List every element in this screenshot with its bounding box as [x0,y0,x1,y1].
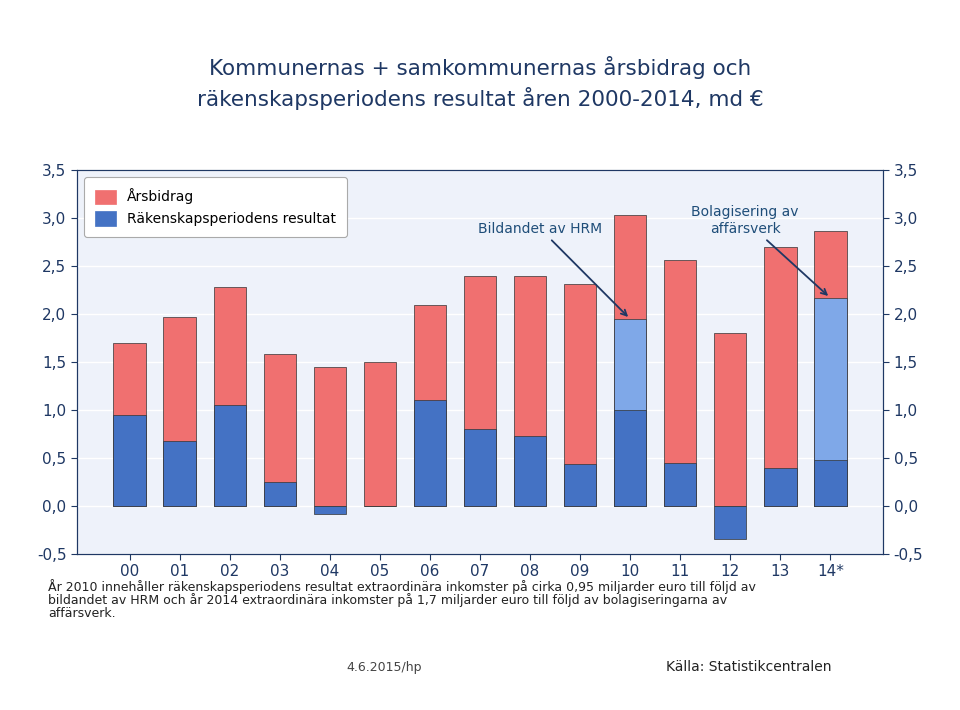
Bar [414,305,446,506]
Bar [814,460,847,506]
Legend: Årsbidrag, Räkenskapsperiodens resultat: Årsbidrag, Räkenskapsperiodens resultat [84,178,347,237]
Bar [314,506,347,513]
Bar [564,283,596,506]
Bar [264,482,296,506]
Bar [814,231,847,506]
Text: Kommunernas + samkommunernas årsbidrag och
räkenskapsperiodens resultat åren 200: Kommunernas + samkommunernas årsbidrag o… [197,57,763,110]
Bar [213,405,246,506]
Text: Bildandet av HRM: Bildandet av HRM [478,222,627,315]
Bar [764,247,797,506]
Bar [514,275,546,506]
Bar [664,463,696,506]
Bar [613,215,646,506]
Text: bildandet av HRM och år 2014 extraordinära inkomster på 1,7 miljarder euro till : bildandet av HRM och år 2014 extraordinä… [48,593,727,607]
Text: Bolagisering av
affärsverk: Bolagisering av affärsverk [691,205,827,295]
Bar [664,260,696,506]
Bar [764,467,797,506]
Bar [414,400,446,506]
Bar [814,298,847,506]
Bar [264,354,296,506]
Text: År 2010 innehåller räkenskapsperiodens resultat extraordinära inkomster på cirka: År 2010 innehåller räkenskapsperiodens r… [48,579,756,594]
Bar [113,343,146,506]
Bar [464,429,496,506]
Bar [514,436,546,506]
Text: Källa: Statistikcentralen: Källa: Statistikcentralen [666,660,831,674]
Bar [714,333,747,506]
Text: 4.6.2015/hp: 4.6.2015/hp [347,661,421,674]
Bar [113,415,146,506]
Text: affärsverk.: affärsverk. [48,607,115,620]
Bar [364,362,396,506]
Bar [564,464,596,506]
Bar [163,441,196,506]
Bar [163,317,196,506]
Bar [613,410,646,506]
Bar [213,288,246,506]
Bar [714,506,747,540]
Bar [314,367,347,506]
Bar [613,319,646,506]
Bar [464,275,496,506]
